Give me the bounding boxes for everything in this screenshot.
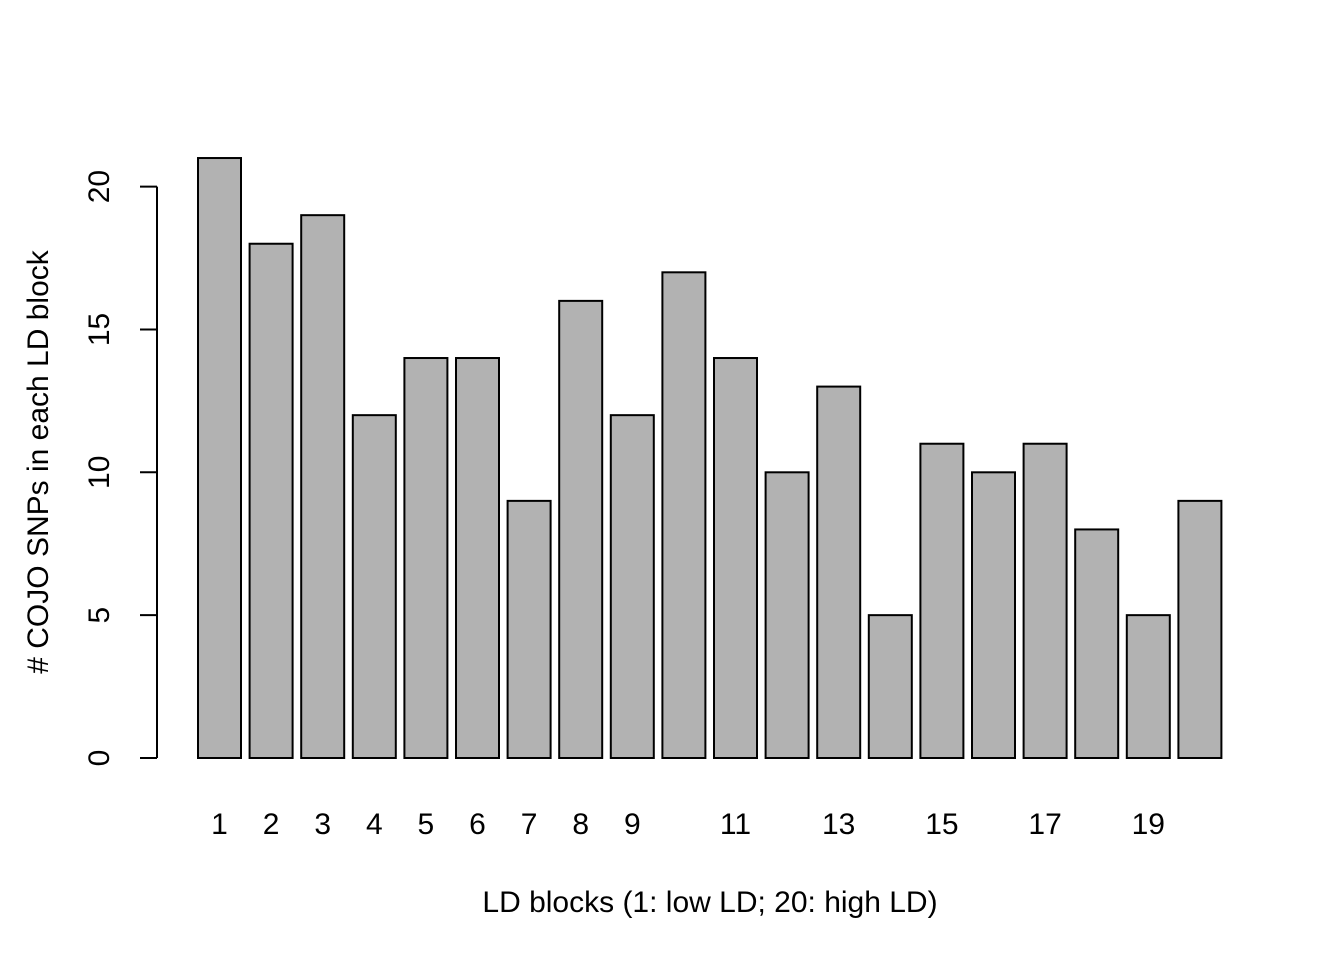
bar-4 [351, 414, 397, 759]
bar-13 [816, 385, 862, 759]
y-axis-label: # COJO SNPs in each LD block [22, 249, 55, 674]
bar-14 [867, 614, 913, 760]
bar-10 [661, 271, 707, 759]
x-axis-tick-label: 17 [1028, 808, 1061, 841]
bar-15 [919, 442, 965, 759]
bar-20 [1177, 499, 1223, 759]
bar-19 [1125, 614, 1171, 760]
x-axis-tick-label: 13 [822, 808, 855, 841]
x-axis-tick-label: 1 [211, 808, 228, 841]
bar-1 [197, 157, 242, 759]
x-axis-tick-label: 11 [720, 808, 751, 841]
bar-16 [971, 471, 1016, 759]
x-axis-tick-label: 15 [925, 808, 958, 841]
bar-8 [558, 299, 604, 759]
x-axis-tick-label: 2 [263, 808, 280, 841]
x-axis-tick-label: 4 [366, 808, 383, 841]
y-axis-tick-label: 0 [83, 750, 116, 767]
bar-12 [764, 471, 810, 759]
bar-18 [1074, 528, 1120, 759]
x-axis-tick-label: 7 [521, 808, 538, 841]
x-axis-tick-label: 9 [624, 808, 641, 841]
bars [197, 157, 1223, 760]
bar-17 [1022, 442, 1068, 759]
y-axis: 0 5 10 15 20 [83, 170, 158, 767]
y-axis-tick-label: 10 [83, 456, 116, 489]
y-axis-tick-label: 15 [83, 313, 116, 346]
bar-11 [713, 357, 758, 759]
y-axis-tick-label: 5 [83, 607, 116, 624]
x-axis-tick-label: 3 [314, 808, 331, 841]
y-axis-tick-label: 20 [83, 170, 116, 203]
bar-6 [455, 357, 500, 759]
x-axis-tick-labels: 1 2 3 4 5 6 7 8 9 11 13 15 17 19 [211, 808, 1165, 841]
bar-7 [506, 499, 552, 759]
x-axis-tick-label: 8 [572, 808, 589, 841]
bar-3 [300, 214, 346, 760]
bar-9 [609, 414, 655, 759]
bar-5 [403, 357, 449, 759]
bar-2 [248, 242, 294, 760]
x-axis-tick-label: 6 [469, 808, 486, 841]
x-axis-tick-label: 5 [418, 808, 435, 841]
x-axis-label: LD blocks (1: low LD; 20: high LD) [482, 886, 937, 919]
x-axis-tick-label: 19 [1132, 808, 1165, 841]
